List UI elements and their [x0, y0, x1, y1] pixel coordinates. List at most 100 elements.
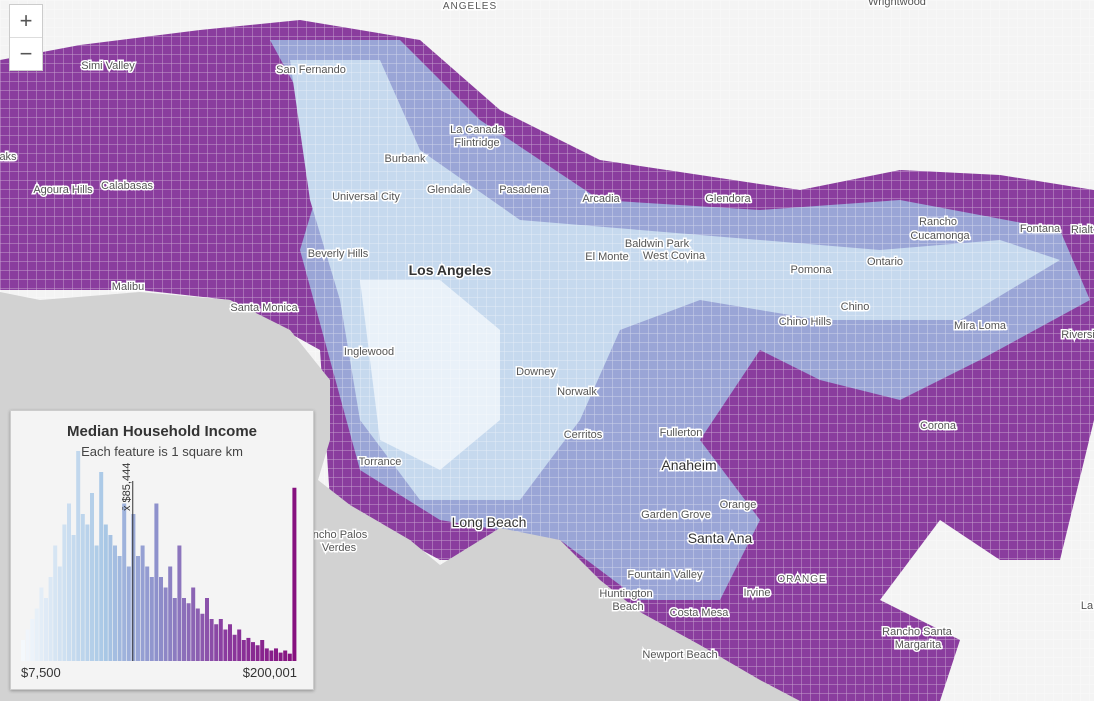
histogram-bar — [195, 608, 200, 661]
histogram: x̄ $85,444 $7,500 $200,001 — [21, 451, 297, 680]
histogram-bar — [21, 640, 25, 661]
place-label: Arcadia — [582, 193, 620, 205]
legend-subtitle: Each feature is 1 square km — [81, 444, 243, 459]
histogram-bar — [140, 545, 145, 661]
histogram-bar — [269, 650, 274, 661]
legend-title: Median Household Income — [66, 423, 258, 440]
place-label: Norwalk — [557, 386, 597, 398]
histogram-bar — [292, 487, 297, 661]
histogram-bar — [241, 640, 246, 661]
histogram-bar — [122, 503, 127, 661]
max-label: $200,001 — [243, 665, 297, 680]
place-label: El Monte — [585, 251, 628, 263]
place-label: Rancho — [919, 216, 957, 228]
histogram-bar — [154, 503, 159, 661]
place-label: Rancho Santa — [882, 626, 953, 638]
place-label: Garden Grove — [641, 509, 711, 521]
place-label: Riversi — [1061, 329, 1094, 341]
place-label: Simi Valley — [81, 60, 135, 72]
histogram-bar — [287, 653, 292, 661]
histogram-bar — [99, 472, 104, 661]
histogram-bar — [205, 598, 209, 661]
histogram-bar — [53, 545, 58, 661]
place-label: West Covina — [643, 250, 706, 262]
place-label: Chino Hills — [779, 316, 832, 328]
histogram-bar — [113, 545, 117, 661]
place-label: Los Angeles — [409, 262, 492, 278]
histogram-bar — [159, 577, 163, 661]
mean-label: x̄ $85,444 — [121, 463, 133, 511]
zoom-out-button[interactable]: − — [10, 37, 42, 70]
histogram-bar — [186, 603, 191, 661]
zoom-control: + − — [9, 4, 43, 71]
place-label: Huntington — [599, 588, 652, 600]
histogram-bar — [57, 566, 62, 661]
place-label: Costa Mesa — [670, 607, 730, 619]
legend: Median Household Income Each feature is … — [10, 410, 314, 690]
place-label: Universal City — [332, 191, 400, 203]
place-label: Cerritos — [564, 429, 603, 441]
place-label: Calabasas — [101, 180, 153, 192]
histogram-bar — [264, 648, 269, 661]
histogram-bar — [34, 608, 39, 661]
histogram-bar — [278, 652, 283, 661]
place-label: Burbank — [385, 153, 426, 165]
place-label: Pasadena — [499, 184, 549, 196]
histogram-bar — [232, 634, 237, 661]
histogram-bar — [177, 545, 182, 661]
place-label: Beach — [612, 601, 643, 613]
place-labels: ANGELES Wrightwood Simi Valley San Ferna… — [0, 0, 1094, 663]
histogram-bar — [214, 624, 219, 661]
histogram-bar — [274, 648, 278, 661]
histogram-bar — [131, 514, 136, 661]
histogram-bar — [209, 619, 214, 661]
zoom-in-button[interactable]: + — [19, 8, 33, 33]
place-label: La Canada — [450, 124, 505, 136]
place-label: ncho Palos — [313, 529, 368, 541]
histogram-bar — [90, 493, 94, 661]
histogram-bar — [67, 503, 71, 661]
place-label: Corona — [920, 420, 957, 432]
place-label: Inglewood — [344, 346, 394, 358]
histogram-bar — [228, 624, 232, 661]
place-label: Verdes — [322, 542, 357, 554]
place-label: Irvine — [744, 587, 771, 599]
place-label: Anaheim — [661, 457, 716, 473]
place-label: Glendale — [427, 184, 471, 196]
histogram-bar — [136, 556, 140, 661]
histogram-bar — [103, 524, 108, 661]
histogram-bar — [283, 650, 288, 661]
place-label: Torrance — [359, 456, 402, 468]
place-label: Margarita — [895, 639, 942, 651]
histogram-bar — [30, 619, 35, 661]
histogram-bar — [218, 619, 223, 661]
place-label: Ontario — [867, 256, 903, 268]
histogram-bar — [117, 556, 122, 661]
place-label: Fountain Valley — [627, 569, 703, 581]
place-label: Pomona — [791, 264, 833, 276]
histogram-bar — [80, 514, 85, 661]
histogram-bar — [182, 598, 186, 661]
place-label: ORANGE — [777, 574, 826, 585]
place-label: Santa Ana — [688, 530, 753, 546]
histogram-bar — [145, 566, 150, 661]
histogram-bar — [191, 587, 196, 661]
place-label: Baldwin Park — [625, 238, 690, 250]
place-label: Chino — [841, 301, 870, 313]
place-label: Fontana — [1020, 223, 1061, 235]
histogram-bar — [168, 566, 173, 661]
place-label: Newport Beach — [642, 649, 717, 661]
histogram-bar — [255, 645, 260, 661]
place-label: Mira Loma — [954, 320, 1007, 332]
histogram-bar — [25, 629, 30, 661]
place-label: Rialt — [1071, 224, 1093, 236]
place-label: San Fernando — [276, 64, 346, 76]
histogram-bar — [163, 587, 168, 661]
histogram-bar — [48, 577, 53, 661]
histogram-bar — [246, 637, 251, 661]
place-label: Downey — [516, 366, 556, 378]
histogram-bar — [39, 587, 44, 661]
place-label: Orange — [720, 499, 757, 511]
histogram-bar — [172, 598, 177, 661]
